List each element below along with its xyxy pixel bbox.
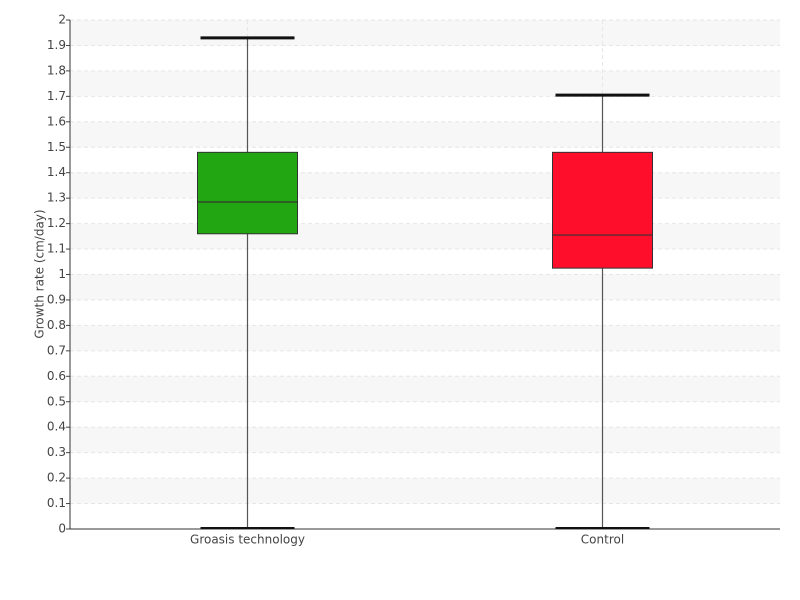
- grid-band: [70, 427, 780, 453]
- y-tick-label: 1.7: [47, 89, 66, 103]
- y-tick-label: 0.5: [47, 394, 66, 408]
- y-tick-label: 1.1: [47, 242, 66, 256]
- y-tick-label: 0.3: [47, 445, 66, 459]
- grid-band: [70, 172, 780, 199]
- y-tick-label: 0.2: [47, 471, 66, 485]
- x-tick-label: Control: [581, 533, 624, 547]
- grid-band: [70, 325, 780, 351]
- x-tick-label: Groasis technology: [190, 533, 305, 547]
- grid-band: [70, 274, 780, 300]
- grid-band: [70, 70, 780, 97]
- y-tick-label: 0.1: [47, 496, 66, 510]
- grid-band: [70, 376, 780, 402]
- y-tick-label: 1.3: [47, 191, 66, 205]
- y-tick-label: 1.2: [47, 216, 66, 230]
- grid-band: [70, 20, 780, 46]
- box: [197, 151, 298, 235]
- y-tick-label: 0.7: [47, 343, 66, 357]
- y-tick-label: 0.8: [47, 318, 66, 332]
- y-tick-label: 0: [58, 522, 66, 536]
- box: [552, 151, 653, 269]
- grid-band: [70, 478, 780, 504]
- y-tick-label: 1.4: [47, 165, 66, 179]
- y-tick-label: 1.6: [47, 114, 66, 128]
- y-tick-label: 0.4: [47, 420, 66, 434]
- y-tick-label: 1.9: [47, 38, 66, 52]
- y-tick-label: 1.5: [47, 140, 66, 154]
- y-tick-label: 1.8: [47, 63, 66, 77]
- y-tick-label: 1: [58, 267, 66, 281]
- y-axis-label: Growth rate (cm/day): [33, 209, 47, 338]
- grid-band: [70, 223, 780, 250]
- y-tick-label: 0.6: [47, 369, 66, 383]
- y-tick-label: 2: [58, 13, 66, 27]
- grid-band: [70, 121, 780, 148]
- y-tick-label: 0.9: [47, 292, 66, 306]
